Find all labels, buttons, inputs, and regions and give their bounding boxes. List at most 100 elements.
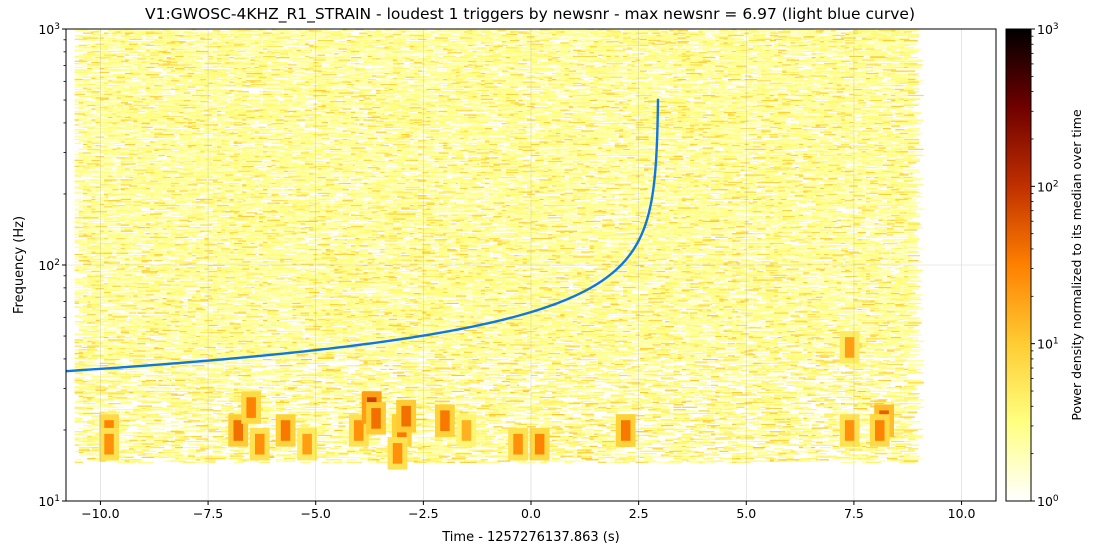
spectrogram-pixel: [204, 460, 216, 462]
spectrogram-pixel: [397, 390, 407, 392]
spectrogram-pixel: [133, 407, 146, 410]
spectrogram-pixel: [304, 415, 321, 417]
spectrogram-pixel: [116, 390, 134, 392]
spectrogram-pixel: [170, 445, 183, 447]
spectrogram-pixel: [409, 445, 422, 447]
spectrogram-pixel: [861, 436, 878, 438]
spectrogram-pixel: [518, 461, 535, 463]
spectrogram-pixel: [866, 394, 874, 396]
spectrogram-pixel: [644, 393, 658, 395]
spectrogram-pixel: [485, 400, 496, 402]
spectrogram-pixel: [782, 438, 791, 440]
spectrogram-pixel: [325, 390, 334, 392]
spectrogram-pixel: [434, 451, 444, 454]
spectrogram-pixel: [577, 449, 592, 451]
spectrogram-pixel: [137, 412, 148, 414]
spectrogram-pixel: [903, 453, 918, 455]
spectrogram-pixel: [899, 403, 906, 405]
spectrogram-pixel: [773, 405, 791, 407]
spectrogram-pixel: [702, 420, 715, 422]
spectrogram-pixel: [627, 451, 637, 454]
spectrogram-pixel: [794, 393, 803, 395]
spectrogram-pixel: [660, 427, 677, 429]
spectrogram-pixel: [443, 445, 452, 447]
spectrogram-pixel: [459, 388, 471, 390]
spectrogram-pixel: [137, 394, 151, 396]
spectrogram-pixel: [438, 374, 452, 377]
spectrogram-pixel: [824, 415, 836, 417]
spectrogram-pixel: [514, 415, 521, 417]
spectrogram-pixel: [891, 379, 907, 381]
spectrogram-pixel: [819, 418, 836, 421]
spectrogram-pixel: [748, 406, 762, 408]
spectrogram-pixel: [652, 376, 668, 378]
spectrogram-pixel: [652, 405, 668, 407]
spectrogram-pixel: [853, 418, 869, 421]
spectrogram-pixel: [120, 400, 129, 402]
spectrogram-pixel: [485, 374, 493, 377]
spectrogram-pixel: [208, 376, 221, 378]
spectrogram-pixel: [723, 445, 732, 447]
spectrogram-pixel: [204, 388, 217, 390]
spectrogram-pixel: [531, 388, 546, 390]
spectrogram-pixel: [803, 460, 816, 462]
spectrogram-pixel: [702, 444, 716, 446]
spectrogram-pixel: [891, 449, 899, 451]
spectrogram-pixel: [87, 459, 103, 461]
spectrogram-pixel: [773, 388, 788, 390]
spectrogram-pixel: [158, 415, 171, 417]
spectrogram-pixel: [866, 455, 873, 457]
spectrogram-pixel: [418, 411, 430, 413]
spectrogram-pixel: [660, 377, 674, 379]
spectrogram-pixel: [221, 438, 231, 440]
spectrogram-pixel: [447, 401, 462, 403]
spectrogram-pixel: [217, 384, 226, 386]
spectrogram-pixel: [648, 461, 661, 463]
spectrogram-pixel: [263, 407, 274, 410]
spectrogram-pixel: [857, 390, 875, 392]
spectrogram-pixel: [200, 387, 214, 389]
spectrogram-pixel: [665, 461, 682, 463]
spectrogram-pixel: [677, 442, 690, 444]
spectrogram-pixel: [208, 404, 224, 406]
spectrogram-pixel: [183, 421, 199, 423]
spectrogram-pixel: [803, 429, 819, 432]
spectrogram-pixel: [99, 460, 107, 462]
spectrogram-pixel: [593, 394, 604, 396]
spectrogram-pixel: [242, 381, 249, 383]
spectrogram-pixel: [765, 443, 778, 445]
spectrogram-pixel: [187, 407, 204, 410]
spectrogram-pixel: [413, 374, 421, 377]
spectrogram-pixel: [150, 383, 162, 385]
spectrogram-pixel: [702, 442, 719, 444]
spectrogram-pixel: [95, 382, 108, 384]
spectrogram-pixel: [878, 399, 888, 401]
spectrogram-pixel: [807, 389, 818, 391]
spectrogram-pixel: [179, 456, 189, 458]
spectrogram-pixel: [610, 384, 627, 386]
spectrogram-pixel: [765, 425, 773, 427]
spectrogram-pixel: [736, 433, 744, 435]
spectrogram-pixel: [828, 385, 842, 388]
spectrogram-pixel: [501, 368, 508, 370]
spectrogram-pixel: [836, 396, 853, 399]
spectrogram-pixel: [83, 447, 90, 449]
spectrogram-pixel: [325, 394, 334, 396]
spectrogram-pixel: [614, 399, 628, 401]
spectrogram-pixel: [891, 376, 900, 378]
spectrogram-pixel: [635, 384, 645, 386]
spectrogram-pixel: [133, 459, 142, 461]
spectrogram-pixel: [330, 398, 338, 400]
spectrogram-pixel: [284, 404, 295, 406]
spectrogram-pixel: [635, 443, 653, 445]
spectrogram-pixel: [773, 392, 788, 394]
spectrogram-pixel: [422, 393, 430, 395]
spectrogram-pixel: [727, 440, 738, 443]
spectrogram-pixel: [380, 376, 391, 378]
spectrogram-pixel: [560, 438, 575, 440]
spectrogram-pixel: [401, 382, 414, 384]
spectrogram-pixel: [681, 381, 693, 383]
spectrogram-pixel: [560, 410, 568, 412]
spectrogram-pixel: [271, 372, 284, 374]
spectrogram-pixel: [367, 385, 381, 388]
